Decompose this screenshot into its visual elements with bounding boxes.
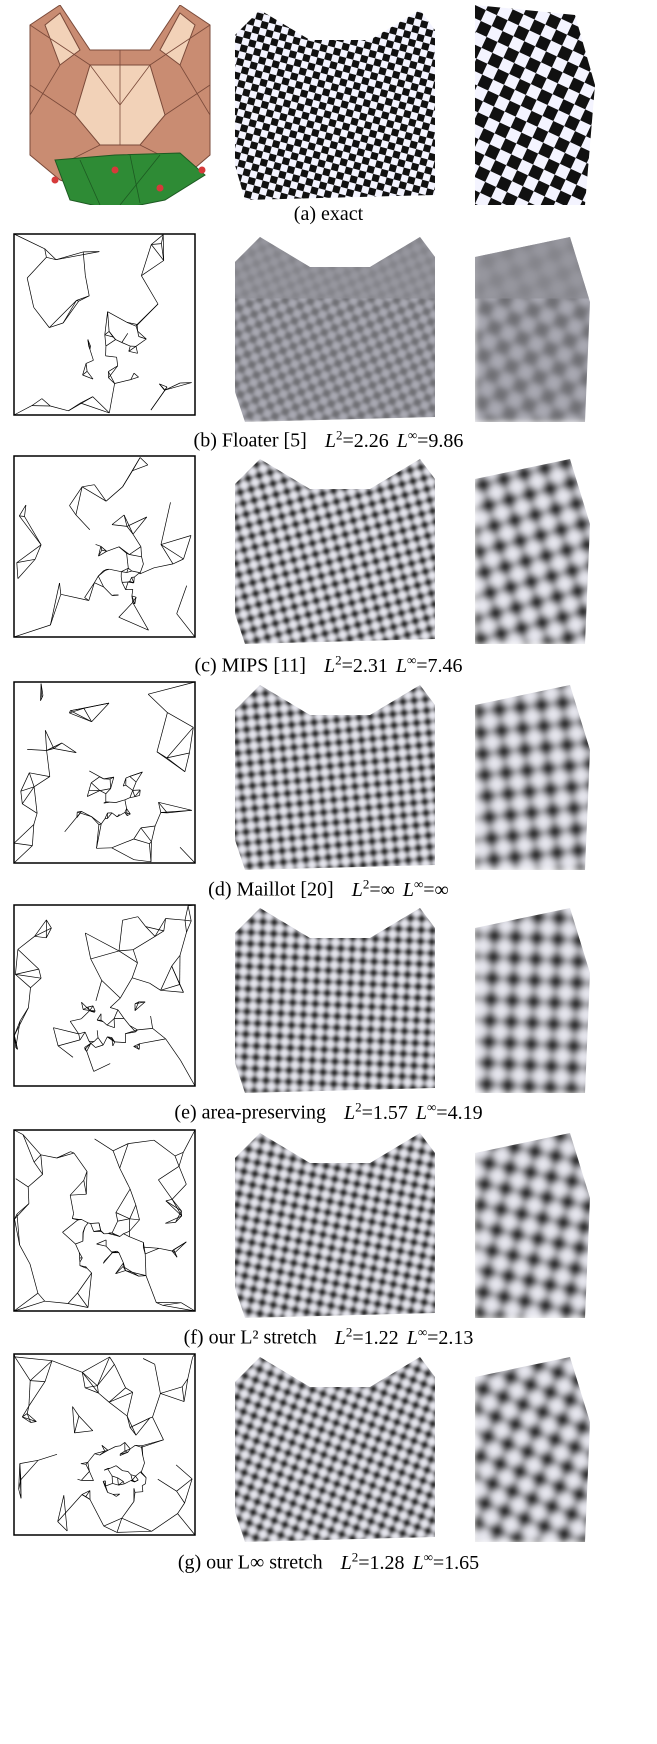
linf-metric: L∞=2.13 [406, 1324, 474, 1349]
uv-mesh-image [13, 233, 196, 416]
linf-metric: L∞=1.65 [412, 1549, 480, 1574]
linf-metric: L∞=∞ [402, 876, 449, 901]
linf-metric: L∞=4.19 [415, 1099, 483, 1124]
l2-metric: L2=1.28 [340, 1549, 405, 1574]
checker-zoom-image [475, 5, 595, 205]
caption-d: (d) Maillot [20] L2=∞ L∞=∞ [0, 872, 657, 902]
row-d [0, 680, 657, 870]
row-f [0, 1128, 657, 1318]
texture-zoom-image [475, 685, 590, 870]
uv-mesh-image [13, 1129, 196, 1312]
row-e [0, 903, 657, 1093]
checker-texture-image [235, 10, 435, 200]
caption-f-label: (f) our L² stretch [183, 1326, 317, 1349]
row-g [0, 1352, 657, 1542]
caption-e-label: (e) area-preserving [174, 1101, 326, 1124]
uv-mesh-image [13, 1353, 196, 1536]
mesh-3d-image [29, 5, 211, 205]
texture-zoom-image [475, 237, 590, 422]
caption-c: (c) MIPS [11] L2=2.31 L∞=7.46 [0, 648, 657, 678]
row-a: (a) exact [0, 0, 657, 250]
row-b [0, 232, 657, 422]
texture-zoom-image [475, 1133, 590, 1318]
uv-mesh-image [13, 455, 196, 638]
texture-image [235, 1357, 435, 1542]
l2-metric: L2=∞ [351, 876, 395, 901]
caption-g-label: (g) our L∞ stretch [177, 1551, 323, 1574]
caption-a-label: (a) exact [293, 203, 364, 225]
l2-metric: L2=2.31 [323, 652, 388, 677]
l2-metric: L2=2.26 [324, 427, 389, 452]
texture-zoom-image [475, 908, 590, 1093]
row-c [0, 454, 657, 644]
caption-a: (a) exact [0, 202, 657, 226]
uv-mesh-image [13, 681, 196, 864]
caption-f: (f) our L² stretch L2=1.22 L∞=2.13 [0, 1320, 657, 1350]
texture-image [235, 237, 435, 422]
linf-metric: L∞=7.46 [395, 652, 463, 677]
uv-mesh-image [13, 904, 196, 1087]
caption-e: (e) area-preserving L2=1.57 L∞=4.19 [0, 1095, 657, 1125]
caption-g: (g) our L∞ stretch L2=1.28 L∞=1.65 [0, 1545, 657, 1575]
l2-metric: L2=1.22 [334, 1324, 399, 1349]
l2-metric: L2=1.57 [343, 1099, 408, 1124]
texture-image [235, 1133, 435, 1318]
caption-b: (b) Floater [5] L2=2.26 L∞=9.86 [0, 423, 657, 453]
texture-image [235, 459, 435, 644]
texture-zoom-image [475, 459, 590, 644]
texture-image [235, 685, 435, 870]
texture-image [235, 908, 435, 1093]
linf-metric: L∞=9.86 [396, 427, 464, 452]
caption-d-label: (d) Maillot [20] [208, 878, 334, 901]
caption-c-label: (c) MIPS [11] [194, 654, 306, 677]
texture-zoom-image [475, 1357, 590, 1542]
caption-b-label: (b) Floater [5] [193, 429, 307, 452]
